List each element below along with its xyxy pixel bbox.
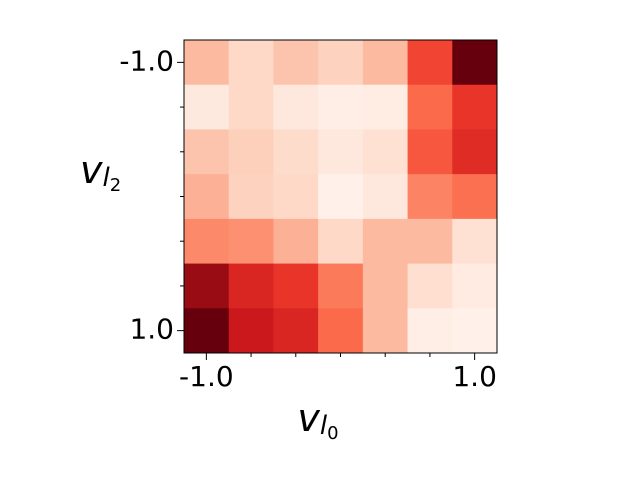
- y-axis-label: vl2: [80, 148, 121, 197]
- heatmap-cell: [407, 218, 453, 265]
- x-tick-label: -1.0: [179, 360, 234, 393]
- heatmap-cell: [184, 40, 230, 86]
- heatmap-cell: [318, 263, 364, 309]
- heatmap-cell: [228, 84, 274, 130]
- heatmap-cell: [184, 308, 230, 354]
- heatmap-cell: [362, 218, 409, 265]
- heatmap-cell: [318, 308, 364, 354]
- heatmap-cell: [184, 174, 230, 220]
- x-label-base: v: [297, 396, 320, 440]
- heatmap-cell: [184, 218, 230, 265]
- x-axis-label: vl0: [297, 396, 338, 445]
- y-label-base: v: [80, 148, 103, 192]
- x-label-subsub: 0: [327, 423, 338, 444]
- heatmap-cell: [452, 218, 498, 265]
- heatmap-cell: [452, 129, 498, 175]
- heatmap-cell: [362, 40, 409, 86]
- heatmap-cell: [184, 263, 230, 309]
- heatmap-cell: [452, 263, 498, 309]
- heatmap-cell: [228, 263, 274, 309]
- heatmap-cell: [362, 129, 409, 175]
- y-label-sub: l: [103, 163, 111, 193]
- heatmap-cell: [452, 308, 498, 354]
- heatmap-cell: [407, 308, 453, 354]
- heatmap-cell: [228, 218, 274, 265]
- heatmap-cell: [228, 40, 274, 86]
- heatmap-cell: [407, 263, 453, 309]
- heatmap-cell: [362, 263, 409, 309]
- heatmap-cell: [318, 84, 364, 130]
- heatmap-cell: [273, 40, 319, 86]
- heatmap-cell: [318, 174, 364, 220]
- heatmap-cell: [228, 174, 274, 220]
- heatmap-cell: [228, 308, 274, 354]
- heatmap-cell: [452, 84, 498, 130]
- heatmap-cell: [273, 174, 319, 220]
- heatmap-cell: [407, 174, 453, 220]
- heatmap-cell: [407, 40, 453, 86]
- heatmap-cell: [228, 129, 274, 175]
- x-tick-label: 1.0: [452, 360, 497, 393]
- heatmap-cell: [184, 129, 230, 175]
- heatmap-cell: [452, 174, 498, 220]
- y-tick-label: -1.0: [119, 44, 174, 77]
- heatmap-cell: [273, 84, 319, 130]
- y-tick-label: 1.0: [129, 313, 174, 346]
- heatmap-cell: [407, 129, 453, 175]
- heatmap-cell: [407, 84, 453, 130]
- heatmap-cell: [273, 263, 319, 309]
- heatmap-cell: [318, 218, 364, 265]
- heatmap-cell: [184, 84, 230, 130]
- heatmap-cell: [452, 40, 498, 86]
- heatmap-cell: [362, 308, 409, 354]
- heatmap-cell: [273, 218, 319, 265]
- heatmap-cell: [318, 40, 364, 86]
- x-label-sub: l: [320, 411, 328, 441]
- heatmap-cell: [273, 129, 319, 175]
- heatmap-cell: [318, 129, 364, 175]
- heatmap-cell: [362, 174, 409, 220]
- heatmap-cell: [362, 84, 409, 130]
- heatmap-cell: [273, 308, 319, 354]
- y-label-subsub: 2: [110, 175, 121, 196]
